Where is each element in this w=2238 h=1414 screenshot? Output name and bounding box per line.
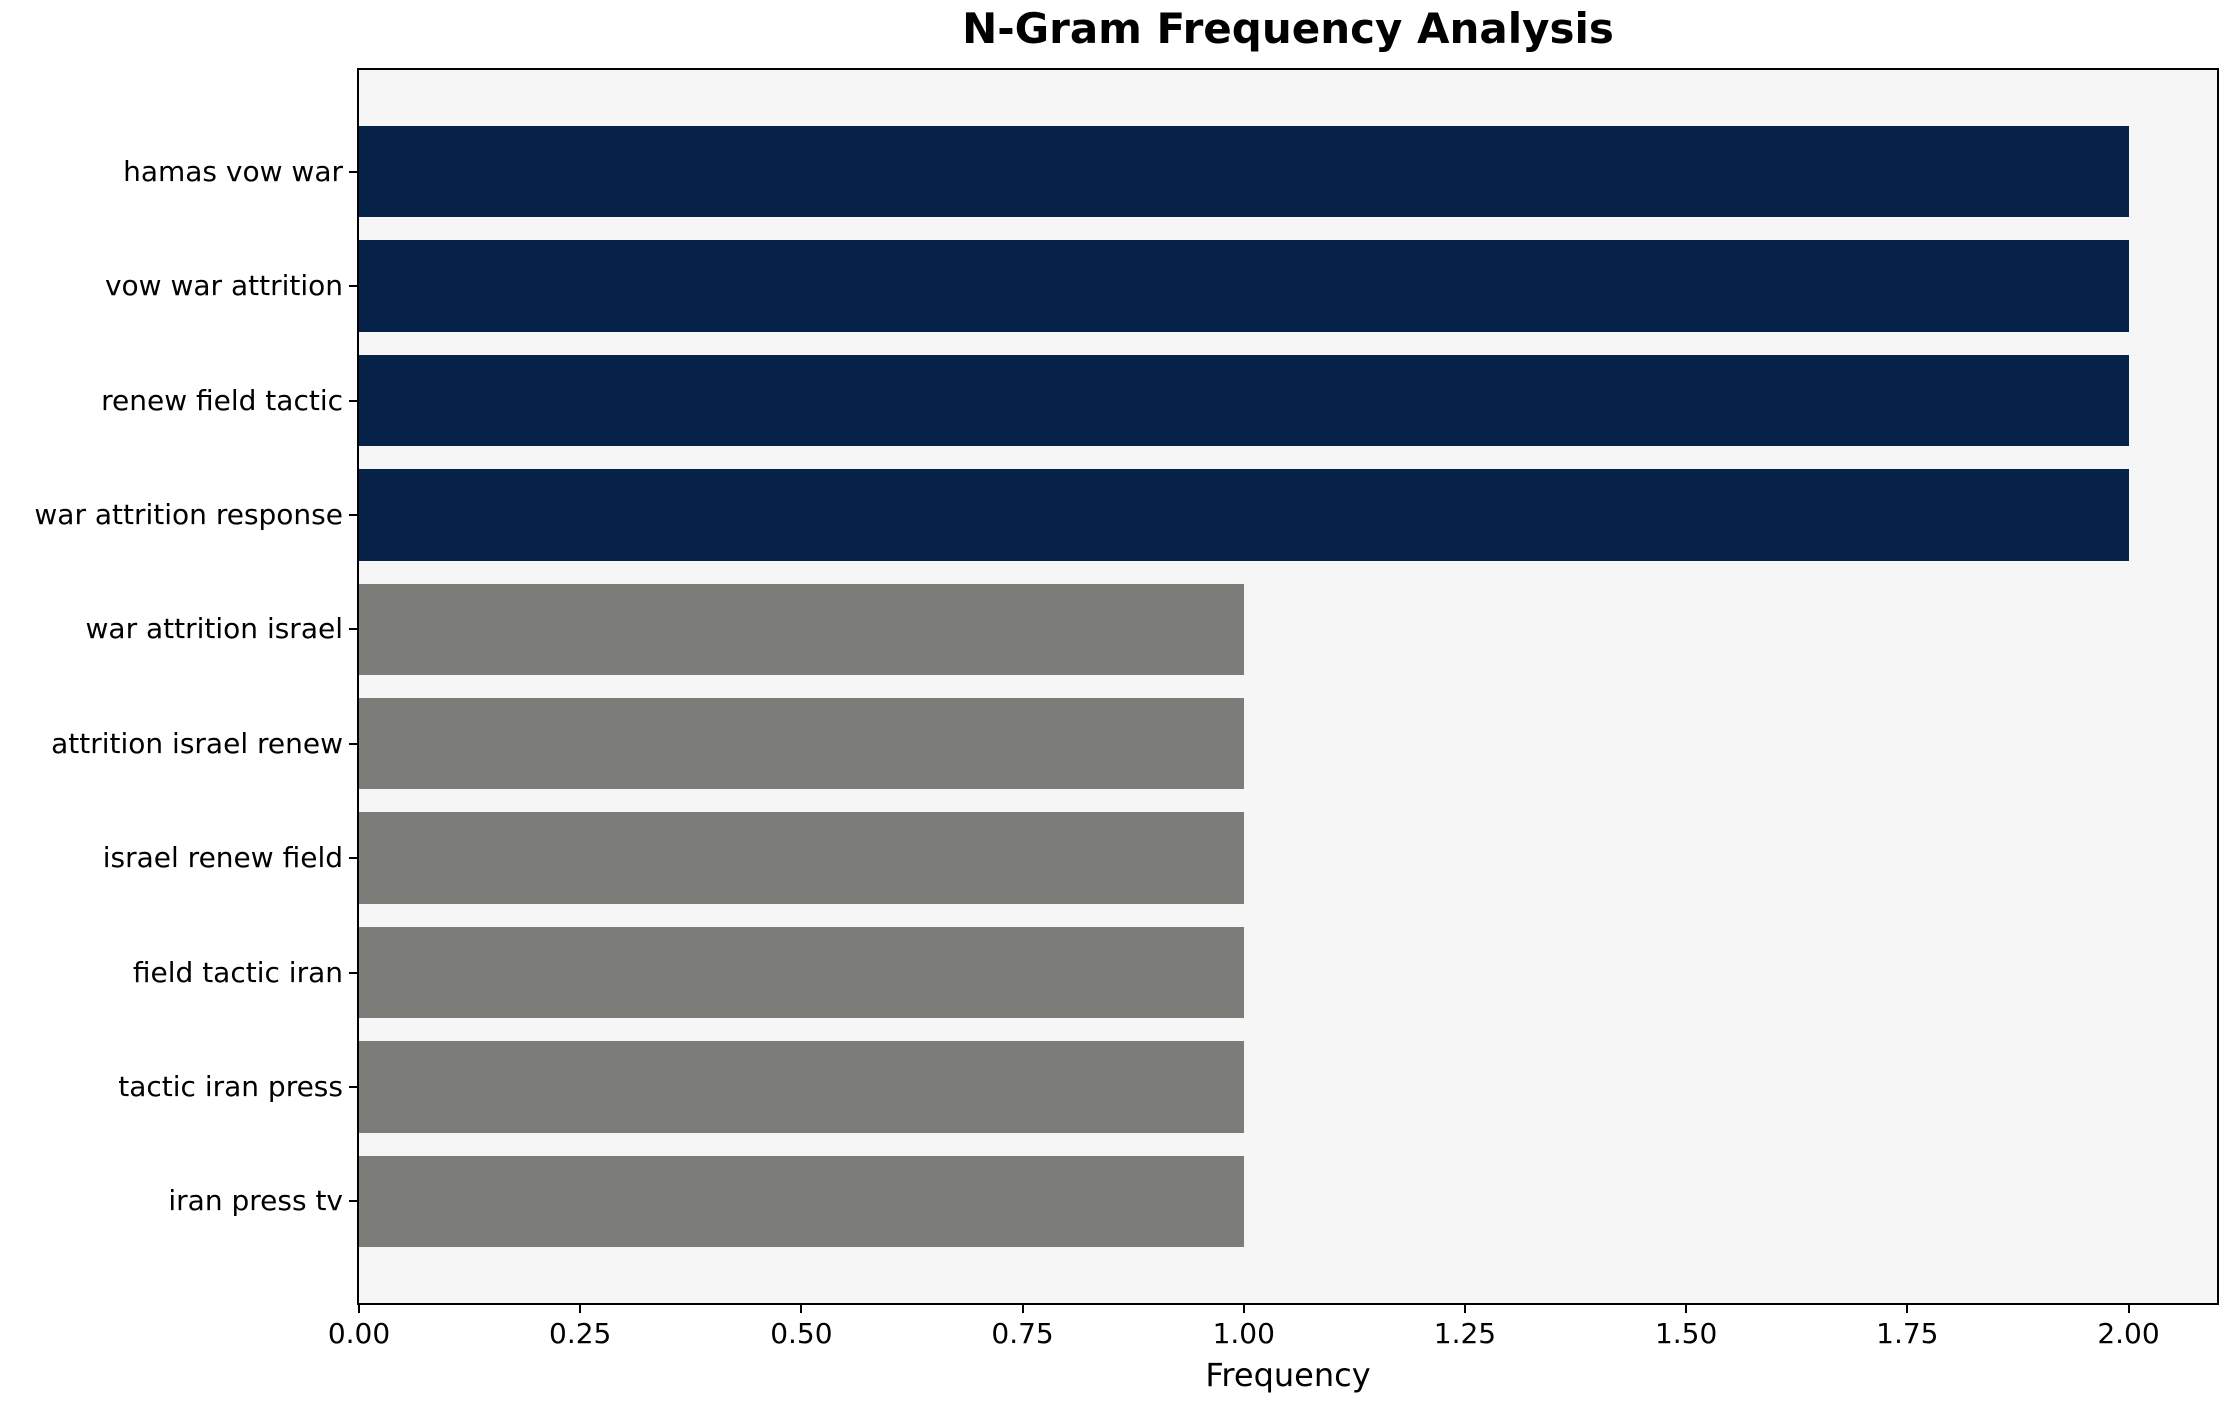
plot-area: [357, 68, 2219, 1305]
bar: [359, 354, 2129, 447]
x-tick-label: 1.00: [1212, 1317, 1275, 1350]
y-tick-label: war attrition response: [34, 497, 343, 531]
x-tick: [2127, 1303, 2130, 1313]
x-tick: [579, 1303, 582, 1313]
bar: [359, 812, 1244, 904]
y-tick-label: field tactic iran: [132, 955, 343, 989]
x-tick: [358, 1303, 360, 1313]
y-tick-label: tactic iran press: [118, 1069, 343, 1103]
x-tick: [1906, 1303, 1909, 1313]
x-tick-label: 0.25: [549, 1317, 612, 1350]
x-tick-label: 2.00: [2097, 1317, 2160, 1350]
bar: [359, 1041, 1244, 1133]
bar: [359, 1155, 1244, 1247]
y-tick: [349, 857, 359, 860]
x-tick: [1242, 1303, 1245, 1313]
x-tick: [1463, 1303, 1466, 1313]
y-tick-label: attrition israel renew: [51, 726, 343, 760]
y-tick-label: hamas vow war: [123, 154, 343, 188]
bar: [359, 926, 1244, 1019]
bar: [359, 126, 2129, 218]
y-tick: [349, 1085, 359, 1088]
x-tick-label: 1.75: [1876, 1317, 1939, 1350]
y-tick: [349, 971, 359, 974]
y-tick: [349, 285, 359, 288]
bar: [359, 698, 1244, 790]
x-tick-label: 0.50: [770, 1317, 833, 1350]
bar: [359, 469, 2129, 561]
y-tick-label: war attrition israel: [85, 612, 343, 646]
x-tick-label: 1.50: [1654, 1317, 1718, 1350]
y-tick: [349, 513, 359, 516]
x-axis-title: Frequency: [1205, 1356, 1371, 1394]
x-tick: [1021, 1303, 1024, 1313]
chart-title: N-Gram Frequency Analysis: [962, 4, 1614, 53]
y-tick: [349, 1200, 359, 1203]
x-tick: [800, 1303, 803, 1313]
y-tick-label: iran press tv: [168, 1184, 343, 1218]
y-tick-label: renew field tactic: [101, 383, 343, 417]
y-tick: [349, 170, 359, 173]
x-tick-label: 0.75: [991, 1317, 1054, 1350]
y-tick: [349, 399, 359, 402]
y-tick: [349, 742, 359, 745]
x-tick: [1685, 1303, 1688, 1313]
y-tick-label: israel renew field: [102, 841, 343, 875]
bar: [359, 583, 1244, 675]
x-tick-label: 0.00: [327, 1317, 391, 1350]
bar: [359, 240, 2129, 332]
y-tick: [349, 628, 359, 631]
y-tick-label: vow war attrition: [104, 269, 343, 303]
x-tick-label: 1.25: [1433, 1317, 1497, 1350]
